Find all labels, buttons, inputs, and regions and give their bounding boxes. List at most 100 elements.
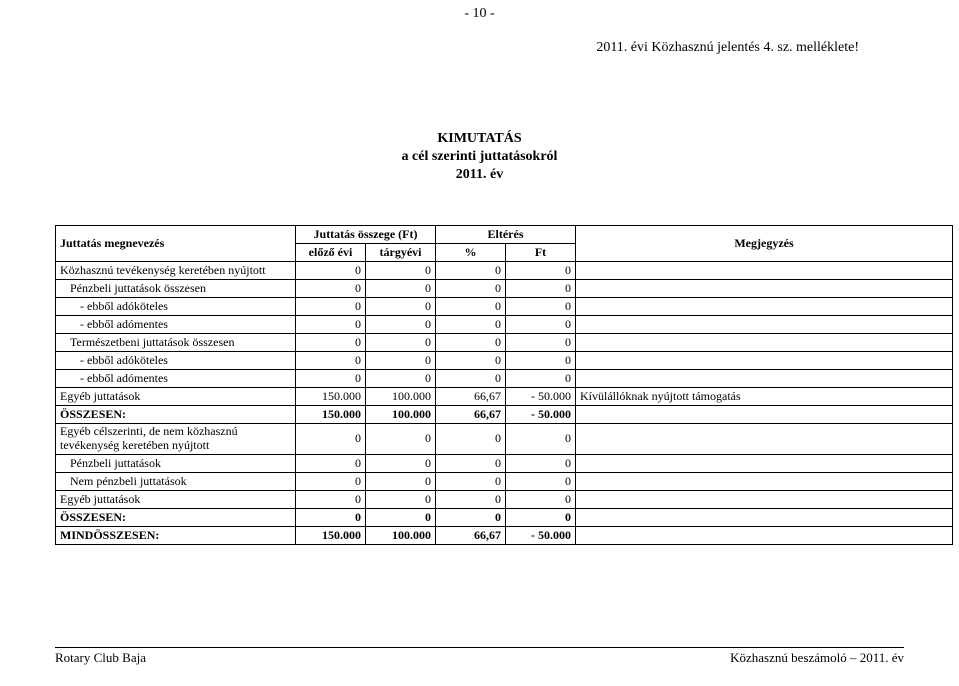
table-body: Közhasznú tevékenység keretében nyújtott…	[56, 262, 953, 545]
title-line-3: 2011. év	[0, 166, 959, 184]
table-row: Egyéb juttatások0000	[56, 490, 953, 508]
row-value: 0	[366, 352, 436, 370]
row-value: 0	[366, 370, 436, 388]
row-value: 0	[366, 334, 436, 352]
row-value: - 50.000	[506, 526, 576, 544]
row-note	[576, 526, 953, 544]
row-note	[576, 424, 953, 455]
title-line-2: a cél szerinti juttatásokról	[0, 148, 959, 166]
page: - 10 - 2011. évi Közhasznú jelentés 4. s…	[0, 0, 959, 686]
row-value: 0	[436, 352, 506, 370]
row-value: 0	[296, 280, 366, 298]
allocations-table: Juttatás megnevezés Juttatás összege (Ft…	[55, 225, 953, 545]
row-value: 0	[506, 262, 576, 280]
footer-right: Közhasznú beszámoló – 2011. év	[730, 650, 904, 666]
row-value: 0	[436, 472, 506, 490]
row-value: 0	[436, 262, 506, 280]
row-value: 0	[506, 316, 576, 334]
row-value: 0	[436, 370, 506, 388]
table-row: Egyéb célszerinti, de nem közhasznú tevé…	[56, 424, 953, 455]
table-row: Közhasznú tevékenység keretében nyújtott…	[56, 262, 953, 280]
row-name: ÖSSZESEN:	[56, 406, 296, 424]
row-name: Természetbeni juttatások összesen	[56, 334, 296, 352]
row-value: 0	[436, 280, 506, 298]
row-value: 0	[436, 316, 506, 334]
row-name: - ebből adóköteles	[56, 352, 296, 370]
row-note	[576, 508, 953, 526]
row-value: 66,67	[436, 406, 506, 424]
row-note	[576, 298, 953, 316]
table-row: - ebből adómentes0000	[56, 370, 953, 388]
row-value: 0	[296, 454, 366, 472]
page-number: - 10 -	[0, 6, 959, 22]
col-header-amount: Juttatás összege (Ft)	[296, 226, 436, 244]
row-name: Pénzbeli juttatások összesen	[56, 280, 296, 298]
document-title: KIMUTATÁS a cél szerinti juttatásokról 2…	[0, 130, 959, 185]
row-value: 150.000	[296, 526, 366, 544]
table-row: Pénzbeli juttatások0000	[56, 454, 953, 472]
row-value: 0	[366, 472, 436, 490]
row-value: 0	[506, 424, 576, 455]
footer-left: Rotary Club Baja	[55, 650, 146, 666]
row-value: - 50.000	[506, 406, 576, 424]
col-header-diff: Eltérés	[436, 226, 576, 244]
row-value: 100.000	[366, 406, 436, 424]
row-value: 0	[506, 472, 576, 490]
row-name: - ebből adóköteles	[56, 298, 296, 316]
row-value: 0	[436, 424, 506, 455]
row-name: Egyéb célszerinti, de nem közhasznú tevé…	[56, 424, 296, 455]
col-header-ft: Ft	[506, 244, 576, 262]
page-footer: Rotary Club Baja Közhasznú beszámoló – 2…	[55, 647, 904, 666]
table-row: - ebből adómentes0000	[56, 316, 953, 334]
row-value: 0	[436, 508, 506, 526]
row-value: 0	[296, 472, 366, 490]
row-value: 0	[296, 316, 366, 334]
row-value: 0	[296, 352, 366, 370]
row-value: 0	[296, 370, 366, 388]
row-value: 0	[506, 334, 576, 352]
row-name: Nem pénzbeli juttatások	[56, 472, 296, 490]
row-value: 0	[506, 370, 576, 388]
col-header-prev: előző évi	[296, 244, 366, 262]
row-value: 0	[506, 508, 576, 526]
row-value: 0	[506, 352, 576, 370]
row-value: 0	[436, 490, 506, 508]
row-note	[576, 352, 953, 370]
row-value: 0	[366, 454, 436, 472]
attachment-subtitle: 2011. évi Közhasznú jelentés 4. sz. mell…	[596, 40, 859, 56]
row-name: ÖSSZESEN:	[56, 508, 296, 526]
row-value: 0	[506, 298, 576, 316]
row-value: 0	[436, 298, 506, 316]
row-value: 0	[506, 490, 576, 508]
col-header-name: Juttatás megnevezés	[56, 226, 296, 262]
row-name: Közhasznú tevékenység keretében nyújtott	[56, 262, 296, 280]
row-value: 150.000	[296, 388, 366, 406]
table-row: ÖSSZESEN:0000	[56, 508, 953, 526]
row-value: 100.000	[366, 526, 436, 544]
row-value: 0	[366, 508, 436, 526]
row-value: 100.000	[366, 388, 436, 406]
table-header-row-1: Juttatás megnevezés Juttatás összege (Ft…	[56, 226, 953, 244]
row-name: - ebből adómentes	[56, 370, 296, 388]
row-name: - ebből adómentes	[56, 316, 296, 334]
table-container: Juttatás megnevezés Juttatás összege (Ft…	[55, 225, 953, 545]
col-header-pct: %	[436, 244, 506, 262]
row-note	[576, 262, 953, 280]
row-note	[576, 334, 953, 352]
row-value: 0	[296, 334, 366, 352]
row-value: 0	[366, 298, 436, 316]
row-note	[576, 490, 953, 508]
col-header-note: Megjegyzés	[576, 226, 953, 262]
row-name: Egyéb juttatások	[56, 388, 296, 406]
row-note	[576, 370, 953, 388]
table-row: - ebből adóköteles0000	[56, 298, 953, 316]
table-row: Egyéb juttatások150.000100.00066,67- 50.…	[56, 388, 953, 406]
row-value: 0	[296, 490, 366, 508]
row-value: - 50.000	[506, 388, 576, 406]
table-row: Pénzbeli juttatások összesen0000	[56, 280, 953, 298]
row-value: 0	[436, 454, 506, 472]
row-value: 66,67	[436, 526, 506, 544]
row-name: MINDÖSSZESEN:	[56, 526, 296, 544]
row-note	[576, 316, 953, 334]
title-line-1: KIMUTATÁS	[0, 130, 959, 148]
